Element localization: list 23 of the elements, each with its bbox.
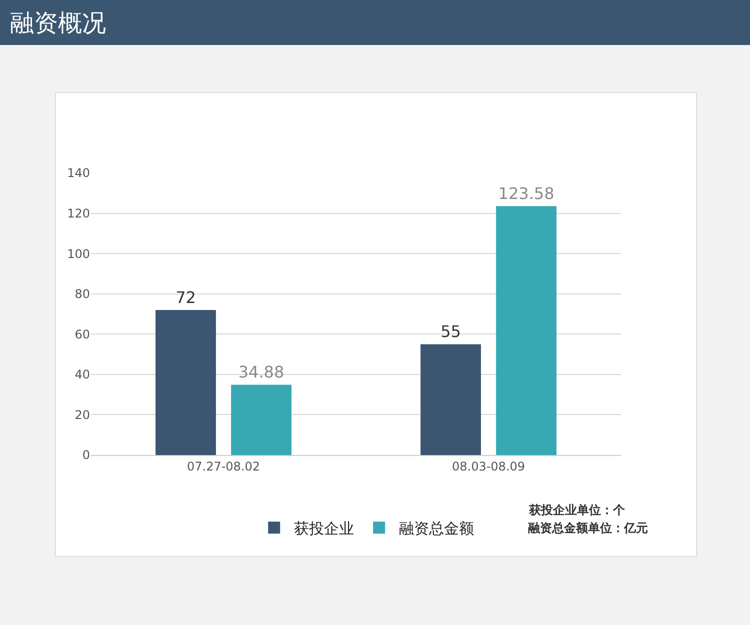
legend-label: 获投企业 <box>294 520 354 538</box>
chart-title: 融资概况 <box>10 8 106 39</box>
x-tick-label: 08.03-08.09 <box>452 459 526 474</box>
data-label: 55 <box>440 322 461 342</box>
y-tick-label: 140 <box>67 166 90 180</box>
text: 获投企业单位：个 <box>528 503 626 517</box>
y-tick-label: 40 <box>74 368 90 382</box>
bar <box>496 206 556 455</box>
data-label: 34.88 <box>238 362 284 382</box>
data-label: 123.58 <box>498 184 554 204</box>
legend-label: 融资总金额 <box>399 520 474 538</box>
bar <box>420 344 481 455</box>
x-tick-label: 07.27-08.02 <box>186 459 260 474</box>
bar <box>231 384 292 455</box>
data-label: 72 <box>176 288 196 307</box>
y-tick-label: 120 <box>67 206 90 220</box>
y-tick-label: 20 <box>74 408 90 422</box>
y-tick-label: 80 <box>74 287 90 302</box>
bar <box>156 310 216 455</box>
text: 融资总金额单位：亿元 <box>528 521 648 535</box>
y-tick-label: 100 <box>67 246 90 261</box>
y-tick-label: 60 <box>74 327 90 342</box>
y-tick-label: 0 <box>82 448 90 462</box>
